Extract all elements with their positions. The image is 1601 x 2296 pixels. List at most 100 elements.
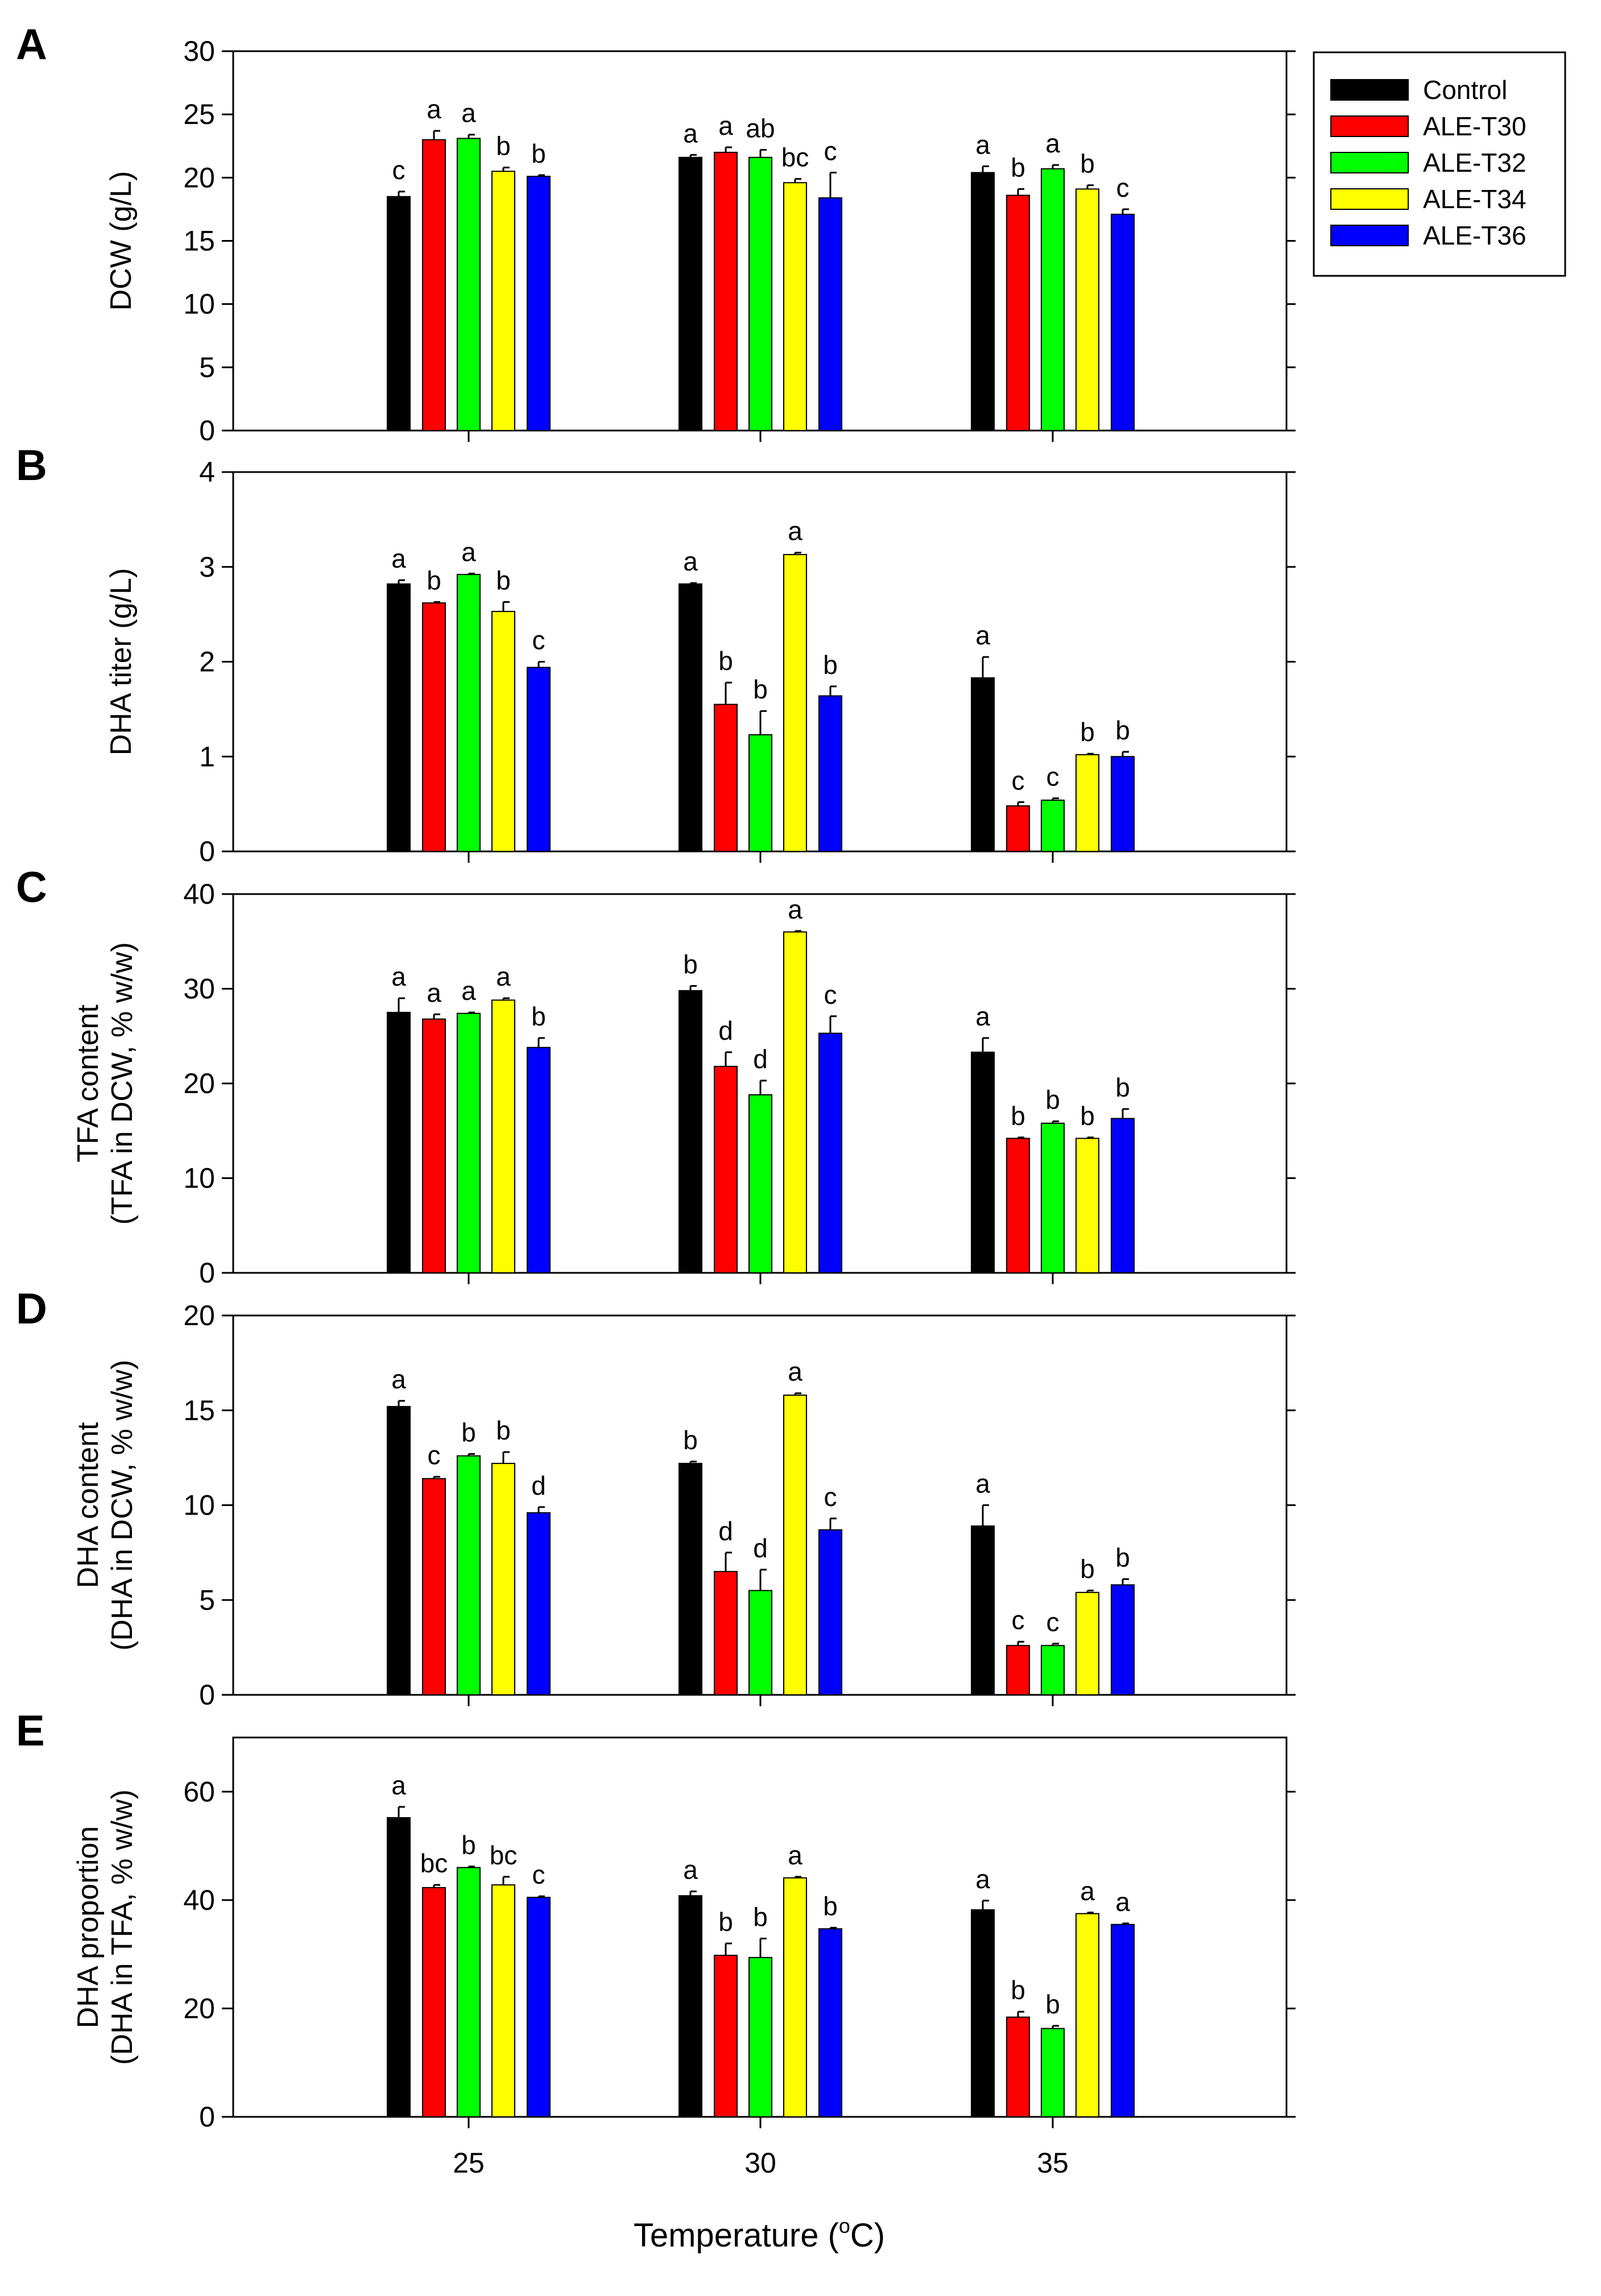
significance-label: b <box>718 1907 733 1937</box>
significance-label: b <box>461 1830 476 1860</box>
x-tick-label: 30 <box>744 2147 776 2179</box>
y-tick-label: 2 <box>199 646 215 678</box>
y-tick-label: 25 <box>183 98 215 130</box>
significance-label: a <box>461 537 476 566</box>
significance-label: b <box>1115 715 1130 745</box>
significance-label: c <box>532 626 545 655</box>
bar <box>679 990 702 1273</box>
significance-label: a <box>461 976 476 1006</box>
significance-label: b <box>1011 1975 1025 2005</box>
significance-label: c <box>532 1860 545 1889</box>
significance-label: b <box>1011 1101 1025 1131</box>
y-axis-title: (DHA in DCW, % w/w) <box>106 1360 139 1650</box>
significance-label: b <box>1045 1085 1060 1115</box>
bar <box>783 1877 807 2118</box>
bar <box>783 554 807 852</box>
significance-label: c <box>1012 1606 1025 1635</box>
bar <box>422 1018 446 1274</box>
bar <box>1006 2016 1030 2118</box>
significance-label: c <box>1046 1607 1060 1637</box>
legend-label: ALE-T30 <box>1423 111 1526 141</box>
significance-label: c <box>392 155 406 185</box>
legend-label: Control <box>1423 75 1507 105</box>
significance-label: a <box>1045 129 1060 158</box>
bar <box>1111 1923 1135 2117</box>
bar <box>1041 1122 1065 1274</box>
panel-E: E 0 20 40 60 DHA proportion (DHA in TFA, % w/w… <box>16 1707 1296 2133</box>
bar <box>818 1928 842 2118</box>
legend: Control ALE-T30 ALE-T32 ALE-T34 ALE-T36 <box>1313 51 1566 277</box>
significance-label: b <box>1045 1989 1060 2019</box>
y-axis-title: TFA content <box>72 1004 105 1163</box>
significance-label: b <box>461 1417 476 1447</box>
bar <box>714 704 738 852</box>
bar <box>1075 1913 1099 2117</box>
bar <box>1075 1591 1099 1695</box>
y-tick-label: 0 <box>199 415 215 446</box>
bar <box>748 156 772 431</box>
legend-swatch <box>1330 225 1409 246</box>
significance-label: b <box>1080 149 1095 179</box>
bar <box>457 1867 481 2118</box>
bar <box>457 574 481 853</box>
significance-label: b <box>496 565 511 595</box>
significance-label: a <box>683 118 698 148</box>
significance-label: b <box>1080 1101 1095 1131</box>
bar <box>527 176 551 431</box>
bar <box>527 1046 551 1273</box>
significance-label: b <box>683 950 698 979</box>
bar <box>422 1478 446 1696</box>
significance-label: a <box>683 547 698 576</box>
x-tick-label: 35 <box>1037 2147 1069 2179</box>
bar <box>783 1395 807 1696</box>
significance-label: bc <box>420 1848 448 1878</box>
y-axis-title: (TFA in DCW, % w/w) <box>106 942 139 1225</box>
bar <box>679 156 702 431</box>
bar <box>387 583 411 852</box>
legend-swatch <box>1330 152 1409 173</box>
bar <box>387 196 411 431</box>
bar <box>457 1012 481 1274</box>
significance-label: a <box>427 94 441 124</box>
bar <box>748 1590 772 1695</box>
y-tick-label: 30 <box>183 973 215 1005</box>
bar <box>748 734 772 852</box>
y-tick-label: 0 <box>199 1257 215 1289</box>
legend-swatch <box>1330 188 1409 210</box>
panel-letter: C <box>16 863 47 912</box>
y-axis-title: DHA titer (g/L) <box>105 568 138 755</box>
bar <box>818 1529 842 1695</box>
y-tick-label: 20 <box>183 162 215 193</box>
bar <box>818 1032 842 1273</box>
y-tick-label: 0 <box>199 835 215 867</box>
y-tick-label: 4 <box>199 456 215 488</box>
significance-label: c <box>1116 173 1130 202</box>
bar <box>491 171 515 431</box>
significance-label: c <box>1046 762 1060 792</box>
significance-label: b <box>531 1002 546 1031</box>
bar <box>1006 805 1030 852</box>
significance-label: b <box>683 1425 698 1455</box>
bar <box>527 1897 551 2117</box>
y-tick-label: 20 <box>183 1068 215 1099</box>
bar <box>748 1094 772 1273</box>
significance-label: a <box>496 962 511 991</box>
significance-label: a <box>391 1364 406 1394</box>
y-tick-label: 1 <box>199 740 215 772</box>
significance-label: d <box>753 1044 768 1074</box>
y-tick-label: 10 <box>183 1490 215 1521</box>
x-tick-label: 25 <box>453 2147 485 2179</box>
y-tick-label: 5 <box>199 1584 215 1616</box>
significance-label: b <box>496 131 511 161</box>
bar <box>818 197 842 431</box>
significance-label: d <box>531 1471 546 1500</box>
significance-label: d <box>718 1516 733 1546</box>
significance-label: a <box>1080 1876 1095 1906</box>
y-axis-title: (DHA in TFA, % w/w) <box>106 1789 139 2065</box>
bar <box>387 1817 411 2118</box>
y-tick-label: 40 <box>183 1884 215 1916</box>
bar <box>527 1512 551 1696</box>
